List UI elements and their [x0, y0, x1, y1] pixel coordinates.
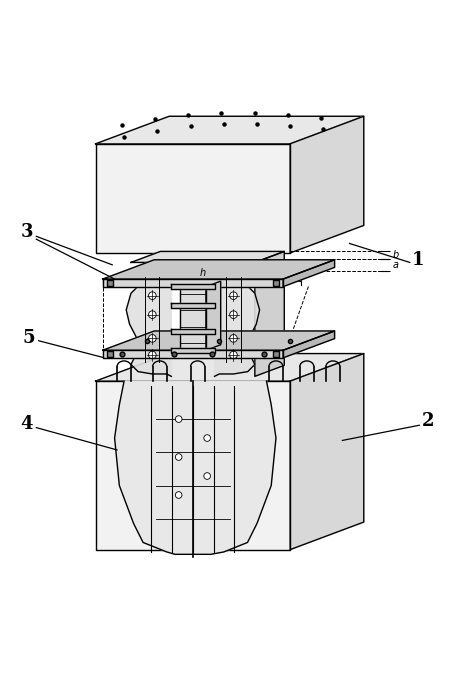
Circle shape	[204, 473, 210, 480]
Polygon shape	[206, 281, 221, 350]
Circle shape	[149, 351, 156, 359]
Circle shape	[149, 292, 156, 299]
Polygon shape	[103, 260, 335, 279]
Polygon shape	[103, 350, 283, 358]
Polygon shape	[283, 260, 335, 287]
Polygon shape	[255, 252, 284, 377]
Polygon shape	[126, 263, 171, 377]
Circle shape	[175, 492, 182, 498]
Text: 5: 5	[23, 330, 36, 348]
Text: b: b	[392, 250, 398, 260]
Polygon shape	[283, 331, 335, 358]
Circle shape	[230, 351, 238, 359]
Polygon shape	[290, 116, 364, 253]
Text: 4: 4	[20, 415, 33, 433]
Polygon shape	[171, 348, 215, 352]
Circle shape	[230, 334, 238, 342]
Text: a: a	[392, 260, 398, 269]
Polygon shape	[171, 284, 215, 289]
Text: 3: 3	[20, 223, 33, 240]
Circle shape	[230, 311, 238, 319]
Circle shape	[204, 435, 210, 442]
Circle shape	[230, 292, 238, 299]
Text: 2: 2	[422, 413, 434, 430]
Polygon shape	[103, 279, 283, 287]
Text: h: h	[199, 267, 206, 278]
Polygon shape	[290, 354, 364, 549]
Polygon shape	[96, 354, 364, 381]
Polygon shape	[115, 381, 276, 554]
Text: 1: 1	[412, 251, 425, 269]
Circle shape	[149, 334, 156, 342]
Polygon shape	[96, 381, 290, 549]
Circle shape	[175, 416, 182, 422]
Polygon shape	[131, 252, 284, 263]
Circle shape	[149, 311, 156, 319]
Polygon shape	[96, 144, 290, 253]
Polygon shape	[180, 287, 206, 350]
Polygon shape	[171, 303, 215, 308]
Polygon shape	[96, 116, 364, 144]
Polygon shape	[215, 263, 259, 377]
Polygon shape	[171, 329, 215, 334]
Polygon shape	[103, 331, 335, 350]
Circle shape	[175, 454, 182, 460]
